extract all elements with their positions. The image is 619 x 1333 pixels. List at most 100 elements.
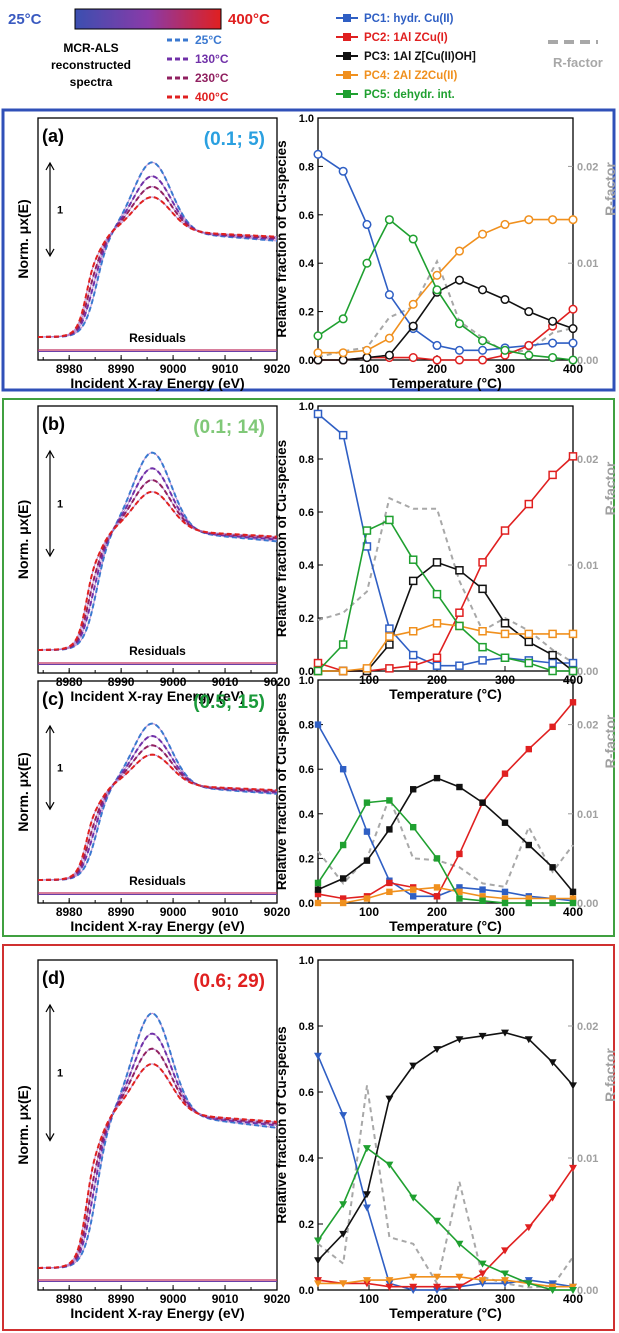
component-legend-label: PC5: dehydr. int. (364, 89, 455, 101)
data-point (339, 1112, 348, 1120)
fraction-ytick-label: 1.0 (299, 675, 314, 687)
data-point (456, 850, 463, 858)
data-point (568, 658, 578, 668)
data-point (569, 1164, 577, 1172)
xanes-xlabel: Incident X-ray Energy (eV) (70, 688, 244, 704)
rfactor-tick-label: 0.00 (577, 898, 598, 910)
data-point (549, 864, 556, 871)
data-point (339, 1201, 348, 1209)
data-point (478, 229, 488, 239)
data-point (385, 1095, 394, 1103)
component-legend-label: PC3: 1Al Z[Cu(II)OH] (364, 51, 476, 63)
xanes-fit-curve (38, 744, 278, 881)
data-point (339, 899, 347, 907)
data-point (454, 246, 464, 256)
data-point (454, 275, 464, 285)
xanes-xlabel: Incident X-ray Energy (eV) (70, 375, 244, 391)
data-point (454, 319, 464, 329)
rfactor-tick-label: 0.01 (577, 1153, 598, 1165)
data-point (314, 1237, 322, 1245)
data-point (501, 899, 509, 907)
residuals-label: Residuals (129, 874, 186, 888)
xanes-spectrum-curve (38, 161, 278, 338)
data-point (408, 661, 418, 670)
xanes-spectrum-curve (38, 744, 278, 881)
data-point (568, 452, 578, 461)
data-point (362, 1204, 371, 1212)
xanes-fit-curve (38, 1063, 277, 1269)
xanes-xtick-label: 9010 (212, 362, 239, 376)
rfactor-tick-label: 0.02 (577, 454, 598, 466)
data-point (363, 799, 371, 806)
xanes-xtick-label: 9010 (212, 905, 239, 919)
component-legend-label: PC1: hydr. Cu(II) (364, 13, 454, 25)
xanes-ylabel: Norm. μx(E) (15, 199, 31, 278)
data-point (479, 897, 486, 904)
xanes-ylabel: Norm. μx(E) (15, 500, 31, 579)
data-point (433, 1273, 441, 1281)
data-point (478, 355, 488, 365)
scale-label: 1 (57, 499, 63, 511)
data-point (455, 1283, 464, 1291)
data-point (478, 656, 487, 665)
panel-d: (d) (0.6; 29) 1 8980 8990 9000 9010 9020 Inciden… (15, 955, 618, 1321)
xanes-xtick-label: 9010 (212, 675, 239, 689)
data-point (478, 285, 488, 295)
series-line-pc2 (317, 455, 574, 672)
panel-tag: (b) (42, 414, 65, 434)
xanes-spectrum-curve (38, 1012, 278, 1269)
data-point (500, 629, 510, 639)
xanes-fit-curve (38, 186, 278, 338)
xanes-xtick-label: 9000 (160, 675, 187, 689)
series-line-pc5 (317, 518, 573, 672)
rfactor-legend-label: R-factor (553, 55, 603, 70)
data-point (501, 770, 509, 777)
fraction-ytick-label: 0.4 (299, 258, 315, 270)
data-point (501, 819, 509, 826)
data-point (338, 166, 348, 176)
data-point (362, 353, 372, 363)
xanes-plot-area (37, 405, 278, 674)
data-point (314, 1280, 322, 1288)
gradient-max-label: 400°C (228, 11, 270, 28)
panel-d-frame (2, 944, 615, 1331)
component-legend-marker (343, 33, 351, 41)
data-point (433, 1217, 441, 1225)
data-point (456, 895, 463, 902)
rfactor-tick-label: 0.01 (577, 809, 598, 821)
panel-tag: (c) (42, 689, 64, 709)
fraction-xtick-label: 400 (563, 905, 583, 919)
data-point (549, 899, 556, 907)
data-point (314, 886, 322, 893)
fraction-ylabel: Relative fraction of Cu-species (274, 693, 289, 890)
fraction-ytick-label: 0.2 (299, 853, 314, 865)
data-point (478, 1032, 487, 1040)
panel-a: (a) (0.1; 5) 1 Residuals 8980 8990 9000 9010 902… (15, 113, 618, 391)
data-point (313, 409, 323, 419)
data-point (501, 1277, 509, 1285)
data-point (408, 650, 418, 660)
data-point (548, 650, 557, 660)
scale-arrow-head-up (45, 1003, 55, 1013)
xanes-fit-curve (38, 175, 278, 338)
panel-tag: (d) (42, 968, 65, 988)
xanes-spectrum-curve (38, 467, 278, 651)
data-point (410, 786, 417, 793)
fraction-xtick-label: 100 (359, 1292, 379, 1306)
data-point (524, 350, 534, 360)
fraction-xlabel: Temperature (°C) (389, 375, 502, 391)
xanes-xtick-label: 9000 (160, 905, 187, 919)
fraction-ytick-label: 0.6 (299, 764, 314, 776)
fraction-xlabel: Temperature (°C) (389, 1305, 502, 1321)
data-point (548, 1194, 557, 1202)
data-point (432, 270, 442, 280)
xanes-spectrum-curve (38, 195, 278, 338)
series-line-pc5 (317, 218, 574, 361)
data-point (339, 1280, 348, 1288)
data-point (410, 886, 417, 893)
xanes-ylabel: Norm. μx(E) (15, 752, 31, 831)
xanes-xtick-label: 9010 (212, 1292, 239, 1306)
panel-params: (0.1; 14) (193, 417, 265, 438)
data-point (385, 632, 394, 641)
xanes-xtick-label: 8980 (56, 1292, 83, 1306)
